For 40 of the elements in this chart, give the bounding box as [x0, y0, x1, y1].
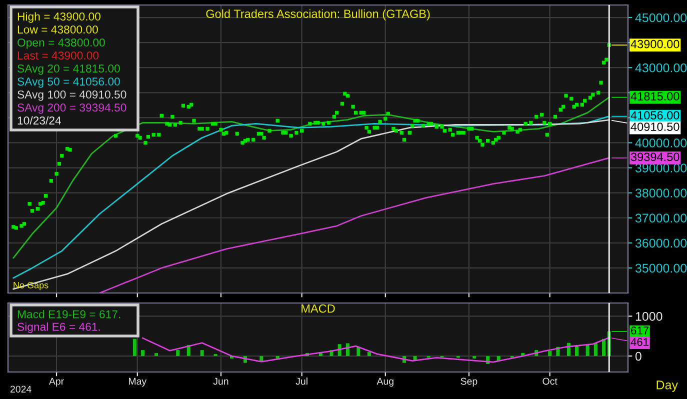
text: Macd E19-E9 = 617.: [18, 310, 120, 318]
annotation: 617: [631, 326, 648, 334]
y-tick-label: 37000.00: [635, 214, 687, 223]
annotation: 43900.00: [630, 40, 680, 48]
y-tick-label: 1000: [636, 312, 662, 321]
annotation: Low = 43800.00: [18, 25, 98, 34]
x-tick-label: May: [129, 378, 147, 387]
annotation: Open = 43800.00: [18, 38, 105, 49]
x-tick-label: Aug: [376, 378, 394, 387]
y-tick-label: 35000.00: [635, 264, 687, 273]
text: SAvg 100 = 40910.50: [18, 90, 126, 101]
y-tick-label: 36000.00: [635, 238, 687, 248]
annotation: 39394.50: [630, 152, 680, 162]
y-tick-label: 39000.00: [635, 164, 687, 172]
x-tick-label: Jun: [213, 378, 228, 385]
annotation: 41815.00: [630, 92, 680, 100]
text: SAvg 50 = 41056.00: [18, 77, 120, 88]
annotation: 41056.00: [630, 111, 680, 120]
text: Signal E6 = 461.: [18, 322, 100, 334]
chart-title: Gold Traders Association: Bullion (GTAGB): [206, 9, 430, 20]
text: Day: [656, 380, 678, 392]
text: 2024: [10, 386, 32, 393]
text: SAvg 20 = 41815.00: [18, 64, 120, 75]
y-tick-label: 38000.00: [635, 188, 687, 198]
text: SAvg 200 = 39394.50: [18, 103, 126, 114]
annotation: No Gaps: [14, 282, 48, 290]
y-tick-label: 0: [635, 352, 642, 361]
x-tick-label: Jul: [296, 378, 308, 385]
annotation: 461: [630, 338, 648, 346]
annotation: High = 43900.00: [18, 12, 100, 23]
annotation: 40910.50: [630, 122, 680, 131]
x-tick-label: Apr: [48, 378, 64, 387]
annotation: 10/23/24: [18, 116, 61, 125]
x-tick-label: Oct: [542, 378, 558, 385]
y-tick-label: 40000.00: [635, 138, 687, 148]
annotation: Last = 43900.00: [18, 51, 99, 60]
y-tick-label: 45000.00: [635, 13, 687, 22]
y-tick-label: 43000.00: [635, 63, 687, 72]
chart-title: MACD: [302, 304, 335, 313]
x-tick-label: Sep: [460, 378, 478, 387]
